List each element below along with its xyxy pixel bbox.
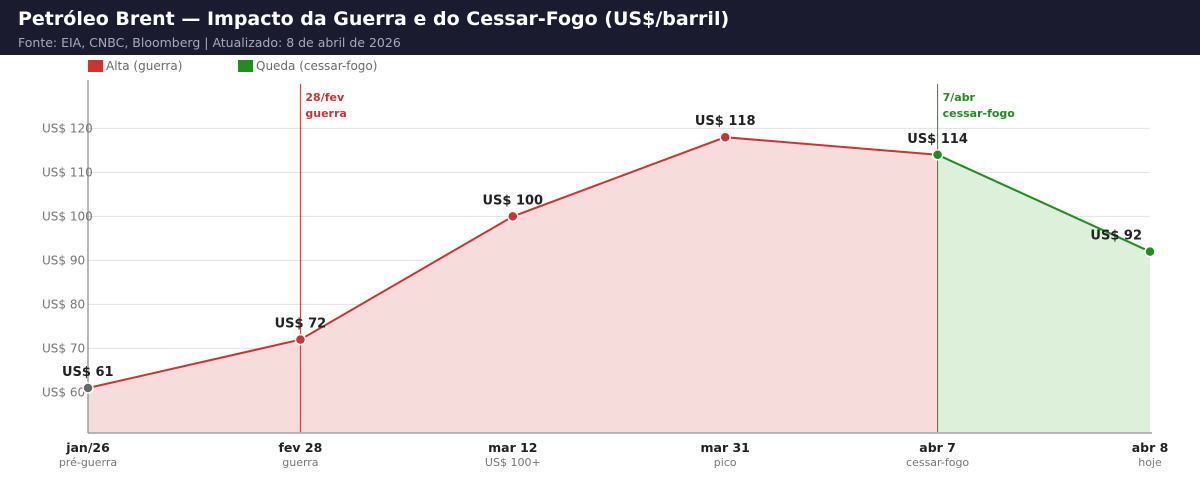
x-tick-sublabel-0: pré-guerra bbox=[59, 456, 117, 469]
x-tick-label-1: fev 28 bbox=[278, 440, 322, 455]
y-tick-label-70: US$ 70 bbox=[42, 341, 85, 355]
x-tick-sublabel-5: hoje bbox=[1138, 456, 1162, 469]
data-label-4: US$ 114 bbox=[907, 132, 968, 147]
x-tick-label-2: mar 12 bbox=[488, 440, 537, 455]
x-tick-label-4: abr 7 bbox=[919, 440, 956, 455]
y-tick-label-120: US$ 120 bbox=[42, 121, 93, 135]
y-tick-label-110: US$ 110 bbox=[42, 165, 93, 179]
y-tick-label-100: US$ 100 bbox=[42, 209, 93, 223]
data-label-1: US$ 72 bbox=[275, 317, 327, 332]
annotation-label-0-line1: 28/fev bbox=[305, 91, 345, 104]
y-tick-label-60: US$ 60 bbox=[42, 385, 85, 399]
x-tick-label-5: abr 8 bbox=[1132, 440, 1169, 455]
data-label-0: US$ 61 bbox=[62, 365, 114, 380]
x-tick-label-0: jan/26 bbox=[65, 440, 110, 455]
data-point-3 bbox=[720, 132, 730, 142]
annotation-label-0-line2: guerra bbox=[305, 107, 346, 120]
x-tick-sublabel-3: pico bbox=[714, 456, 737, 469]
series-area-0 bbox=[88, 137, 938, 432]
x-tick-sublabel-2: US$ 100+ bbox=[485, 456, 541, 469]
data-point-5 bbox=[1145, 247, 1155, 257]
annotation-label-1-line1: 7/abr bbox=[943, 91, 976, 104]
x-tick-sublabel-1: guerra bbox=[282, 456, 318, 469]
data-label-5: US$ 92 bbox=[1090, 229, 1142, 244]
x-tick-label-3: mar 31 bbox=[701, 440, 750, 455]
data-point-0 bbox=[83, 383, 93, 393]
y-tick-label-90: US$ 90 bbox=[42, 253, 85, 267]
data-point-2 bbox=[508, 211, 518, 221]
data-label-3: US$ 118 bbox=[695, 114, 756, 129]
series-area-1 bbox=[938, 155, 1150, 432]
data-label-2: US$ 100 bbox=[482, 193, 543, 208]
y-tick-label-80: US$ 80 bbox=[42, 297, 85, 311]
data-point-4 bbox=[933, 150, 943, 160]
x-tick-sublabel-4: cessar-fogo bbox=[906, 456, 969, 469]
annotation-label-1-line2: cessar-fogo bbox=[943, 107, 1016, 120]
data-point-1 bbox=[295, 335, 305, 345]
